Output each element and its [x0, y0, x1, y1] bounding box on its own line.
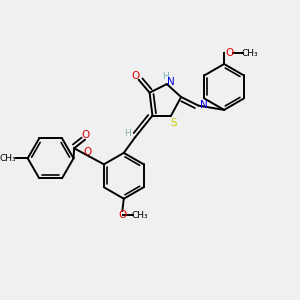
- Text: O: O: [119, 210, 127, 220]
- Text: N: N: [167, 77, 175, 87]
- Text: N: N: [200, 100, 207, 110]
- Text: O: O: [82, 130, 90, 140]
- Text: O: O: [225, 48, 233, 58]
- Text: CH₃: CH₃: [242, 49, 258, 58]
- Text: H: H: [163, 72, 169, 81]
- Text: S: S: [170, 118, 177, 128]
- Text: CH₃: CH₃: [132, 211, 148, 220]
- Text: CH₃: CH₃: [0, 154, 16, 163]
- Text: O: O: [131, 71, 140, 81]
- Text: O: O: [83, 147, 92, 157]
- Text: H: H: [124, 129, 130, 138]
